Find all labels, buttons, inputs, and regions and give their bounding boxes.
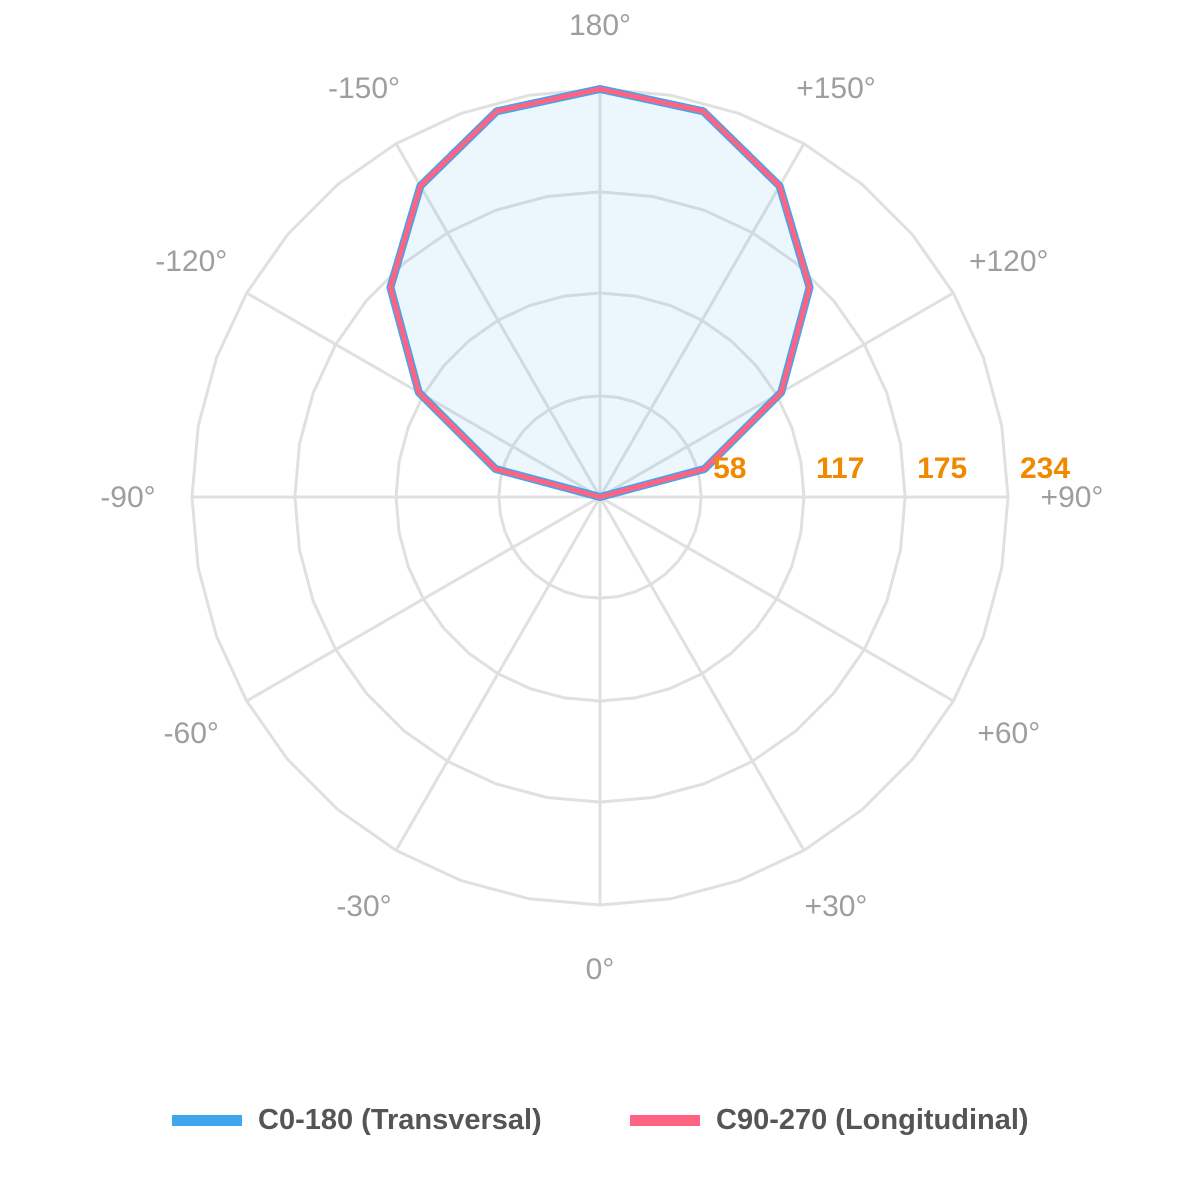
legend-label-longitudinal: C90-270 (Longitudinal) — [716, 1104, 1029, 1136]
angle-label: -150° — [328, 72, 400, 105]
grid-spoke--150 — [394, 142, 602, 498]
radial-label: 58 — [713, 452, 746, 485]
legend-item-longitudinal[interactable]: C90-270 (Longitudinal) — [630, 1104, 1029, 1137]
grid-spoke-30 — [598, 496, 806, 852]
radial-label: 175 — [917, 452, 967, 485]
angle-label: -90° — [100, 481, 155, 514]
angle-label: 0° — [586, 953, 615, 986]
legend: C0-180 (Transversal) C90-270 (Longitudin… — [0, 1104, 1200, 1148]
angle-label: 180° — [569, 9, 631, 42]
legend-swatch-transversal — [172, 1115, 242, 1126]
radial-label: 234 — [1020, 452, 1070, 485]
angle-label: -60° — [164, 717, 219, 750]
legend-swatch-longitudinal — [630, 1115, 700, 1126]
angle-label: -120° — [155, 245, 227, 278]
angle-label: +30° — [805, 890, 868, 923]
grid-spoke--60 — [245, 495, 601, 703]
angle-label: +120° — [969, 245, 1049, 278]
grid-spoke-150 — [598, 142, 806, 498]
angle-label: +60° — [977, 717, 1040, 750]
polar-chart: 180° +150° +120° +90° +60° +30° 0° -30° -60° -90°… — [100, 9, 1104, 986]
grid-spoke-60 — [599, 495, 955, 703]
angle-label: -30° — [336, 890, 391, 923]
series-line-0 — [386, 85, 814, 501]
legend-item-transversal[interactable]: C0-180 (Transversal) — [172, 1104, 542, 1137]
radial-label: 117 — [816, 452, 864, 485]
grid-spoke--30 — [394, 496, 602, 852]
legend-label-transversal: C0-180 (Transversal) — [258, 1104, 542, 1136]
angle-label: +150° — [796, 72, 876, 105]
angle-label: +90° — [1041, 481, 1104, 514]
series-line-1 — [387, 86, 813, 500]
